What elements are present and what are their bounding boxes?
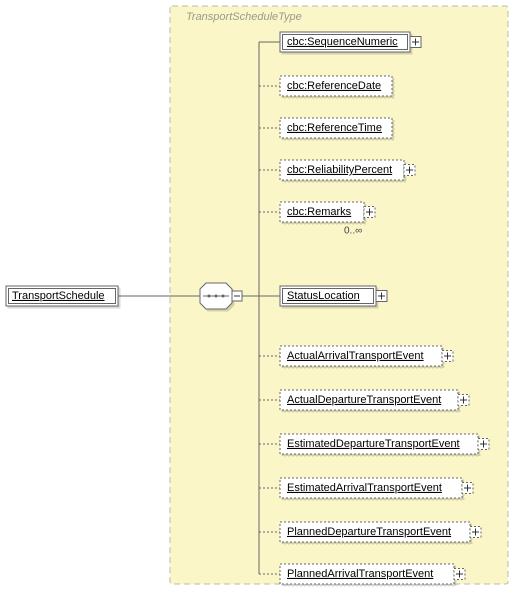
cardinality-label: 0..∞	[344, 226, 362, 237]
child-label[interactable]: PlannedArrivalTransportEvent	[287, 568, 433, 580]
child-label[interactable]: cbc:ReferenceTime	[287, 122, 382, 134]
child-label[interactable]: EstimatedDepartureTransportEvent	[287, 438, 460, 450]
child-label[interactable]: ActualDepartureTransportEvent	[287, 394, 441, 406]
child-label[interactable]: cbc:ReliabilityPercent	[287, 164, 392, 176]
root-label[interactable]: TransportSchedule	[12, 290, 105, 302]
type-title: TransportScheduleType	[186, 11, 302, 23]
child-label[interactable]: cbc:SequenceNumeric	[287, 36, 398, 48]
child-label[interactable]: cbc:Remarks	[287, 206, 352, 218]
child-label[interactable]: cbc:ReferenceDate	[287, 80, 381, 92]
child-label[interactable]: EstimatedArrivalTransportEvent	[287, 482, 442, 494]
child-label[interactable]: ActualArrivalTransportEvent	[287, 350, 424, 362]
child-label[interactable]: StatusLocation	[287, 290, 360, 302]
child-label[interactable]: PlannedDepartureTransportEvent	[287, 526, 451, 538]
